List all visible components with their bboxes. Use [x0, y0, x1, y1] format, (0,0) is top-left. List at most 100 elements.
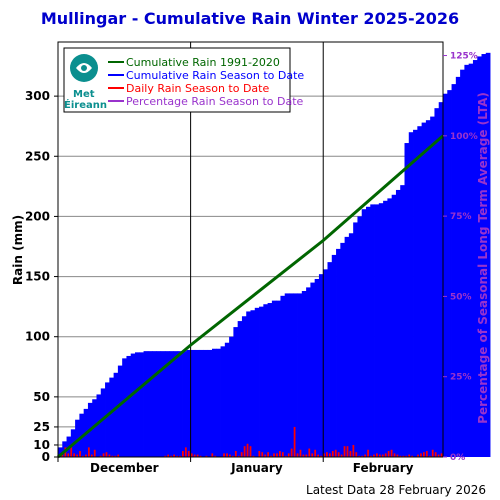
daily-bar [417, 454, 419, 457]
cumulative-bar [212, 348, 217, 457]
cumulative-bar [130, 353, 136, 457]
daily-bar [411, 455, 414, 457]
daily-bar [229, 454, 231, 457]
cumulative-bar [152, 351, 157, 457]
month-label: February [353, 461, 414, 475]
daily-bar [199, 455, 202, 457]
cumulative-bar [417, 126, 423, 458]
cumulative-bar [237, 321, 243, 457]
cumulative-bar [434, 108, 440, 457]
daily-bar [425, 450, 428, 457]
daily-bar [99, 455, 102, 457]
daily-bar [226, 453, 228, 457]
cumulative-bar [391, 194, 397, 457]
daily-bar [264, 454, 267, 457]
daily-bar [323, 453, 325, 457]
cumulative-bar [472, 60, 478, 457]
cumulative-bar [190, 349, 196, 457]
cumulative-bar [404, 143, 410, 458]
daily-bar [320, 455, 322, 457]
cumulative-bar [109, 377, 115, 457]
footer-latest-data: Latest Data 28 February 2026 [306, 483, 486, 497]
cumulative-bar [366, 206, 371, 457]
cumulative-bar [96, 394, 102, 457]
cumulative-bar [455, 76, 461, 457]
y-axis-left: 010 25 50 100 150 200 250 300 [25, 89, 58, 464]
cumulative-bar [289, 293, 294, 457]
cumulative-bar [233, 327, 239, 457]
cumulative-bar [353, 222, 358, 457]
cumulative-bar [117, 365, 123, 457]
cumulative-bar [348, 233, 354, 457]
daily-bar [437, 454, 440, 457]
y-axis-right-label: Percentage of Seasonal Long Term Average… [476, 92, 490, 424]
daily-bar [337, 452, 340, 457]
cumulative-bar [370, 204, 375, 457]
cumulative-bar [254, 307, 260, 457]
y-right-tick-label: 0% [450, 453, 465, 463]
met-eireann-logo: Met Éireann [64, 54, 107, 111]
y-tick-label: 10 [33, 438, 50, 452]
cumulative-bar [122, 358, 127, 457]
daily-bar [102, 453, 105, 457]
cumulative-bar [75, 419, 80, 457]
daily-bar [343, 446, 346, 457]
daily-bar [164, 455, 167, 457]
daily-bar [405, 455, 408, 457]
cumulative-bar [464, 64, 470, 457]
daily-bar [79, 450, 81, 457]
y-tick-label: 0 [42, 450, 50, 464]
cumulative-bar [340, 242, 346, 457]
daily-bar [317, 454, 319, 457]
daily-bar [314, 449, 317, 457]
daily-bar [284, 455, 287, 457]
month-label: January [230, 461, 283, 475]
cumulative-bar [216, 348, 221, 457]
daily-bar [293, 426, 296, 457]
daily-bar [331, 450, 334, 457]
cumulative-bar [224, 342, 230, 457]
daily-bar [70, 446, 73, 457]
cumulative-bar [477, 56, 482, 457]
daily-bar [173, 454, 175, 457]
cumulative-bar [267, 303, 273, 457]
cumulative-bar [447, 90, 452, 458]
cumulative-bar [443, 93, 448, 457]
cumulative-bar [143, 351, 149, 457]
cumulative-bar [156, 351, 162, 457]
cumulative-bar [378, 203, 384, 457]
cumulative-bar [297, 293, 303, 457]
cumulative-bar [203, 349, 209, 457]
daily-bar [281, 452, 284, 457]
cumulative-bar [284, 293, 290, 457]
cumulative-bar [425, 120, 431, 457]
daily-bar [184, 447, 187, 457]
y-right-tick-label: 25% [450, 373, 472, 383]
daily-bar [402, 455, 405, 457]
cumulative-bar [58, 447, 63, 457]
cumulative-bar [271, 300, 277, 457]
daily-bar [205, 455, 208, 457]
daily-bar [190, 453, 193, 457]
y-right-tick-label: 75% [450, 212, 472, 222]
daily-bar [111, 455, 114, 457]
cumulative-bar [246, 311, 251, 457]
cumulative-bar [220, 346, 226, 457]
cumulative-bar [460, 69, 465, 458]
cumulative-bar [400, 185, 405, 457]
cumulative-bar [374, 204, 380, 457]
cumulative-bar [182, 351, 187, 457]
daily-bar [431, 449, 434, 457]
daily-bar [105, 452, 108, 457]
y-tick-label: 250 [25, 149, 50, 163]
daily-bar [358, 455, 361, 457]
y-tick-label: 300 [25, 89, 50, 103]
lta-line [57, 134, 444, 459]
daily-bar [287, 453, 290, 457]
cumulative-bar [164, 351, 170, 457]
cumulative-bar [186, 349, 192, 457]
daily-bar [349, 450, 352, 457]
y-tick-label: 50 [33, 390, 50, 404]
daily-bar [328, 453, 331, 457]
